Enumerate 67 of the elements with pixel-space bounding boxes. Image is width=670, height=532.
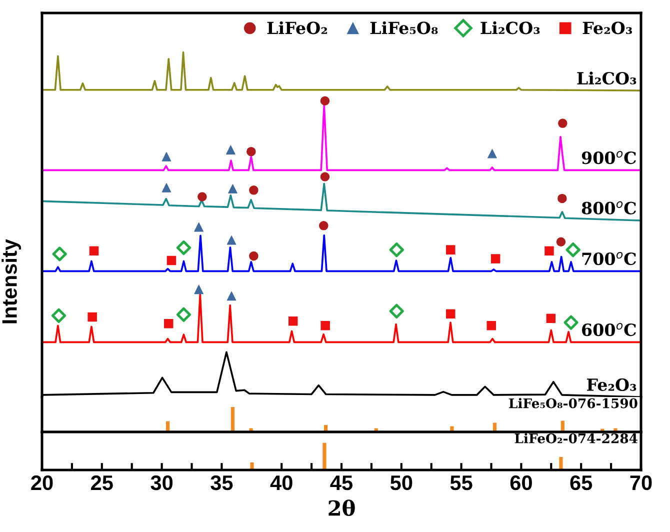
x-tick-label: 35 bbox=[210, 475, 233, 490]
bar bbox=[230, 407, 235, 432]
point bbox=[52, 246, 67, 262]
point bbox=[246, 146, 256, 156]
point bbox=[249, 186, 258, 195]
bar bbox=[450, 426, 454, 432]
point bbox=[164, 318, 174, 328]
series-label: 900$^{o}$C bbox=[582, 150, 636, 164]
legend-label: LiFe₅O₈ bbox=[370, 21, 438, 34]
series-label: 800$^{o}$C bbox=[582, 201, 636, 214]
x-tick-label: 70 bbox=[630, 475, 652, 490]
point bbox=[51, 308, 66, 323]
point bbox=[488, 149, 497, 158]
bar bbox=[166, 421, 170, 432]
point bbox=[88, 312, 97, 322]
point bbox=[194, 222, 204, 232]
point bbox=[319, 221, 328, 230]
point bbox=[389, 242, 404, 258]
series-label: Li₂CO₃ bbox=[577, 72, 636, 85]
x-axis-title: 2θ bbox=[328, 500, 355, 516]
point bbox=[544, 246, 554, 256]
x-tick-label: 55 bbox=[450, 476, 472, 490]
point bbox=[446, 245, 456, 254]
point bbox=[288, 316, 298, 326]
point bbox=[486, 321, 496, 330]
point bbox=[194, 284, 204, 294]
point bbox=[546, 314, 556, 324]
series-label: 600$^{o}$C bbox=[582, 322, 636, 336]
point bbox=[166, 256, 176, 266]
point bbox=[89, 246, 99, 256]
point bbox=[228, 184, 238, 194]
y-axis-title: Intensity bbox=[2, 239, 22, 324]
series-label: LiFe₅O₈-076-1590 bbox=[509, 398, 638, 408]
series-label: LiFeO₂-074-2284 bbox=[514, 433, 638, 444]
x-tick-label: 45 bbox=[330, 476, 353, 490]
point bbox=[162, 152, 172, 162]
x-tick-label: 50 bbox=[390, 475, 412, 490]
legend-label: Fe₂O₃ bbox=[582, 22, 632, 34]
point bbox=[198, 192, 207, 202]
point bbox=[249, 251, 258, 261]
series-label: 700$^{o}$C bbox=[582, 252, 636, 266]
point bbox=[226, 145, 236, 154]
point bbox=[566, 242, 580, 258]
point bbox=[226, 291, 236, 301]
x-tick-label: 40 bbox=[270, 475, 292, 490]
x-tick-label: 65 bbox=[570, 475, 592, 490]
x-tick-label: 25 bbox=[91, 475, 113, 490]
point bbox=[558, 194, 567, 204]
point bbox=[320, 172, 330, 182]
point bbox=[176, 307, 192, 322]
point bbox=[556, 237, 566, 247]
x-tick-label: 60 bbox=[510, 475, 532, 490]
point bbox=[389, 304, 404, 318]
point bbox=[446, 309, 456, 319]
point bbox=[490, 254, 500, 264]
point bbox=[176, 240, 192, 256]
point bbox=[320, 321, 330, 330]
x-tick-label: 20 bbox=[31, 475, 53, 490]
legend-label: LiFeO₂ bbox=[267, 21, 327, 34]
point bbox=[320, 96, 330, 106]
point bbox=[226, 236, 236, 245]
point bbox=[564, 315, 578, 330]
point bbox=[162, 183, 172, 192]
x-tick-label: 30 bbox=[150, 475, 173, 490]
point bbox=[558, 118, 568, 128]
series-label: Fe₂O₃ bbox=[586, 378, 636, 391]
legend-label: Li₂CO₃ bbox=[480, 21, 540, 34]
